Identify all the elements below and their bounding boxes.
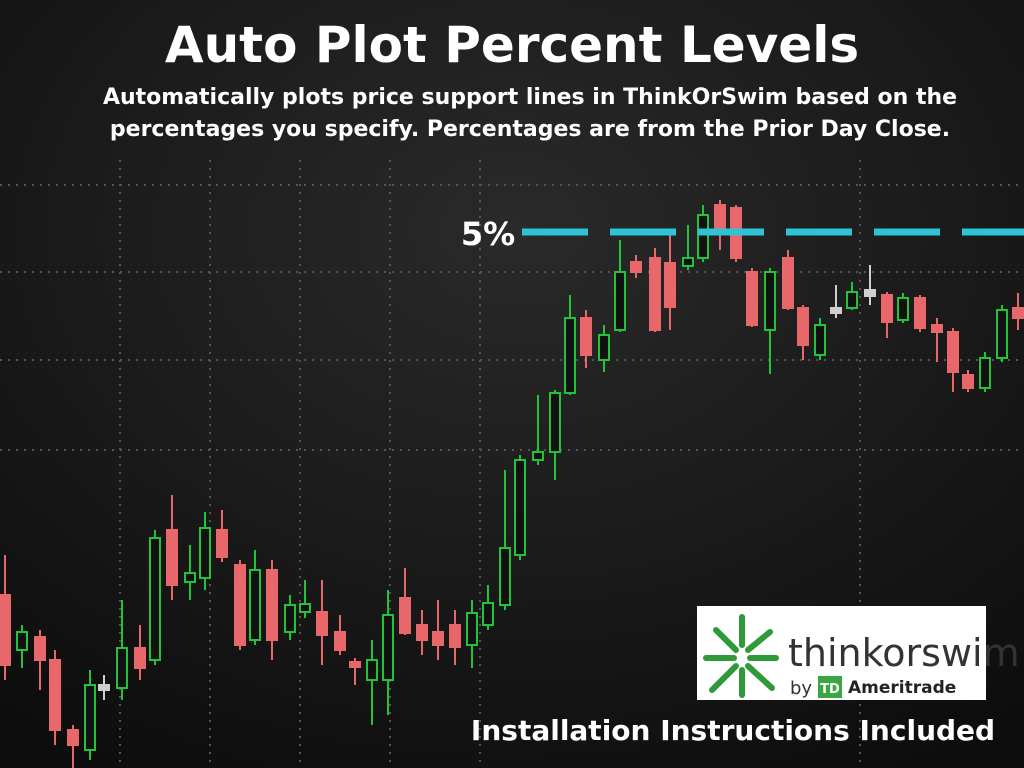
candle-body	[399, 597, 411, 634]
candle-body	[549, 392, 561, 453]
candle-body	[98, 684, 110, 691]
candle-body	[482, 602, 494, 626]
candle-body	[664, 262, 676, 308]
candle-body	[34, 636, 46, 661]
candle-body	[284, 604, 296, 633]
candle-body	[962, 374, 974, 389]
candle-body	[466, 612, 478, 646]
candle-body	[234, 564, 246, 646]
candle-body	[797, 307, 809, 346]
candle-body	[67, 729, 79, 746]
candle-body	[682, 257, 694, 267]
subtitle: percentages you specify. Percentages are…	[110, 117, 950, 142]
candle-body	[184, 572, 196, 583]
logo: thinkorswim by TD Ameritrade	[697, 606, 1020, 700]
candle-body	[49, 659, 61, 731]
candle-body	[746, 271, 758, 326]
logo-burst	[703, 614, 779, 698]
candle-body	[897, 297, 909, 321]
candle-body	[249, 569, 261, 641]
candle-body	[0, 594, 11, 666]
candle-body	[864, 289, 876, 297]
candle-body	[349, 661, 361, 668]
subtitle: Automatically plots price support lines …	[103, 85, 957, 110]
candle-body	[84, 684, 96, 751]
title: Auto Plot Percent Levels	[165, 16, 859, 74]
candle-body	[914, 297, 926, 329]
candle-body	[697, 214, 709, 259]
candle-body	[580, 317, 592, 356]
logo-badge-text: TD	[820, 682, 840, 697]
candle-body	[996, 309, 1008, 359]
candle-body	[149, 537, 161, 661]
grid	[0, 160, 1024, 768]
candle-body	[514, 459, 526, 556]
candle-body	[846, 291, 858, 309]
candle-body	[598, 334, 610, 361]
candle-body	[714, 204, 726, 231]
candle-body	[830, 307, 842, 314]
candle-body	[216, 529, 228, 558]
candle-body	[532, 451, 544, 461]
candle-body	[881, 294, 893, 323]
level-label: 5%	[461, 215, 515, 253]
candle-body	[16, 631, 28, 651]
candle-body	[449, 624, 461, 648]
candle-body	[382, 614, 394, 681]
candle-body	[931, 324, 943, 333]
candle-body	[266, 569, 278, 641]
candle-body	[630, 261, 642, 273]
footer: Installation Instructions Included	[471, 714, 995, 747]
logo-name: thinkorswim	[788, 631, 1020, 675]
candle-body	[499, 547, 511, 606]
candle-body	[564, 317, 576, 394]
candle-body	[764, 271, 776, 331]
candle-body	[614, 271, 626, 331]
candle-body	[299, 603, 311, 613]
candle-body	[316, 611, 328, 636]
logo-by: by	[790, 678, 812, 699]
candle-body	[649, 257, 661, 331]
candle-body	[1012, 307, 1024, 319]
logo-company: Ameritrade	[848, 678, 956, 698]
candle-body	[134, 647, 146, 669]
candle-body	[334, 631, 346, 651]
candle-body	[782, 257, 794, 309]
candle-body	[416, 624, 428, 641]
candle-body	[814, 324, 826, 356]
candle-body	[116, 647, 128, 689]
candle-body	[947, 331, 959, 373]
candle-body	[979, 357, 991, 389]
candle-body	[366, 659, 378, 681]
candle-body	[199, 527, 211, 579]
candle-body	[166, 529, 178, 586]
candle-body	[432, 631, 444, 646]
logo-badge	[818, 676, 842, 698]
